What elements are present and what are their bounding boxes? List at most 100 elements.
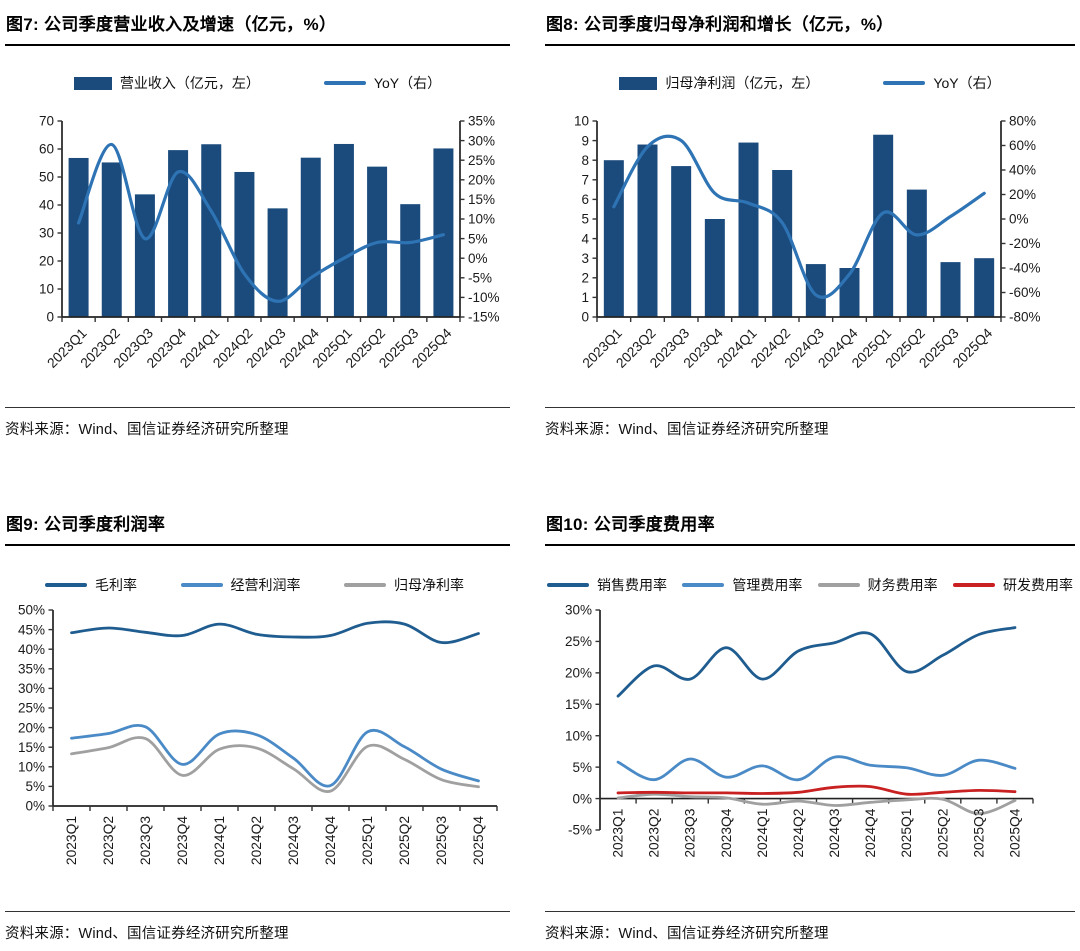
bar bbox=[400, 204, 421, 317]
y-axis-label: 35% bbox=[18, 662, 45, 677]
x-axis-label: 2024Q3 bbox=[827, 808, 842, 857]
x-axis-label: 2024Q4 bbox=[863, 808, 878, 857]
secondary-y-axis-label: 80% bbox=[1009, 114, 1036, 129]
bar bbox=[267, 208, 288, 317]
y-axis-label: 7 bbox=[581, 173, 589, 188]
legend-line-swatch bbox=[817, 583, 860, 587]
legend-label: 管理费用率 bbox=[732, 577, 803, 593]
y-axis-label: 40 bbox=[39, 198, 54, 213]
figure-title: 图9: 公司季度利润率 bbox=[5, 508, 510, 546]
x-axis-label: 2023Q4 bbox=[175, 816, 190, 865]
x-axis-label: 2025Q4 bbox=[1008, 808, 1023, 857]
y-axis-label: 50 bbox=[39, 170, 54, 185]
legend-item: 毛利率 bbox=[45, 575, 137, 595]
y-axis-label: 20% bbox=[565, 666, 592, 681]
line-series bbox=[616, 792, 1017, 816]
line-series bbox=[70, 620, 480, 645]
x-axis-label: 2024Q4 bbox=[323, 816, 338, 865]
legend-item: 归母净利润（亿元，左） bbox=[619, 73, 819, 93]
bar bbox=[906, 189, 927, 317]
x-axis-label: 2024Q2 bbox=[249, 816, 264, 865]
secondary-y-axis-label: 10% bbox=[468, 212, 495, 227]
x-axis-label: 2025Q3 bbox=[434, 816, 449, 865]
figure-title: 图8: 公司季度归母净利润和增长（亿元，%） bbox=[545, 8, 1075, 46]
bar bbox=[201, 144, 222, 317]
y-axis-label: 70 bbox=[39, 114, 54, 129]
bar bbox=[68, 157, 89, 317]
y-axis-label: 0% bbox=[25, 799, 45, 814]
bar bbox=[333, 143, 354, 317]
secondary-y-axis-label: 35% bbox=[468, 114, 495, 129]
bar bbox=[671, 166, 692, 317]
y-axis-label: 2 bbox=[581, 271, 589, 286]
legend-label: 归母净利润（亿元，左） bbox=[665, 75, 820, 91]
legend-bar-swatch bbox=[73, 76, 112, 90]
legend-line-swatch bbox=[344, 583, 386, 587]
bar bbox=[974, 258, 995, 317]
x-axis-label: 2024Q3 bbox=[286, 816, 301, 865]
y-axis-label: 4 bbox=[581, 231, 589, 246]
source-divider bbox=[545, 911, 1075, 912]
y-axis-label: 0 bbox=[581, 310, 589, 325]
legend-item: 管理费用率 bbox=[682, 575, 802, 595]
y-axis-label: 50% bbox=[18, 604, 45, 618]
line-series bbox=[616, 626, 1017, 698]
y-axis-label: 1 bbox=[581, 290, 589, 305]
secondary-y-axis-label: 0% bbox=[1009, 212, 1029, 227]
y-axis-label: 5 bbox=[581, 212, 589, 227]
y-axis-label: 6 bbox=[581, 192, 589, 207]
secondary-y-axis-label: 20% bbox=[1009, 187, 1036, 202]
y-axis-label: 5% bbox=[25, 779, 45, 794]
y-axis-label: 30% bbox=[18, 681, 45, 696]
legend-line-swatch bbox=[323, 81, 366, 85]
x-axis-label: 2023Q4 bbox=[719, 808, 734, 857]
y-axis-label: 60 bbox=[39, 142, 54, 157]
secondary-y-axis-label: 5% bbox=[468, 231, 488, 246]
y-axis-label: 40% bbox=[18, 642, 45, 657]
y-axis-label: 25% bbox=[565, 634, 592, 649]
legend: 销售费用率 管理费用率 财务费用率 研发费用率 bbox=[545, 574, 1075, 596]
y-axis-label: 20% bbox=[18, 720, 45, 735]
y-axis-label: 15% bbox=[18, 740, 45, 755]
legend-label: 营业收入（亿元，左） bbox=[119, 75, 260, 91]
secondary-y-axis-label: 30% bbox=[468, 133, 495, 148]
bar bbox=[873, 134, 894, 317]
secondary-y-axis-label: 0% bbox=[468, 251, 488, 266]
line-series bbox=[76, 142, 445, 303]
legend-label: 研发费用率 bbox=[1002, 577, 1073, 593]
secondary-y-axis-label: -20% bbox=[1009, 236, 1041, 251]
y-axis-label: 30 bbox=[39, 226, 54, 241]
source-note: 资料来源：Wind、国信证券经济研究所整理 bbox=[5, 926, 289, 942]
x-axis-label: 2025Q4 bbox=[471, 816, 486, 865]
bar bbox=[772, 170, 793, 317]
margin-trend-chart: 0% 5% 10% 15% 20% 25% 30% 35% 40% 45% 50% 2023Q1 202… bbox=[18, 604, 498, 865]
bar bbox=[637, 144, 658, 317]
secondary-y-axis-label: 25% bbox=[468, 153, 495, 168]
x-axis-label: 2025Q2 bbox=[935, 809, 950, 858]
line-series bbox=[616, 755, 1017, 782]
secondary-y-axis-label: -60% bbox=[1009, 285, 1041, 300]
legend-line-swatch bbox=[952, 583, 995, 587]
x-axis-label: 2023Q3 bbox=[683, 808, 698, 857]
x-axis-label: 2025Q2 bbox=[397, 816, 412, 865]
line-series bbox=[70, 724, 480, 788]
y-axis-label: 5% bbox=[572, 760, 592, 775]
figure-title: 图10: 公司季度费用率 bbox=[545, 508, 1075, 546]
figure-title: 图7: 公司季度营业收入及增速（亿元，%） bbox=[5, 8, 510, 46]
bar bbox=[134, 194, 155, 317]
y-axis-label: 10% bbox=[565, 728, 592, 743]
legend: 归母净利润（亿元，左） YoY（右） bbox=[545, 72, 1075, 94]
bar bbox=[704, 219, 725, 317]
bar bbox=[805, 264, 826, 317]
x-axis-label: 2025Q1 bbox=[360, 816, 375, 865]
secondary-y-axis-label: -80% bbox=[1009, 310, 1041, 325]
legend-line-swatch bbox=[180, 583, 223, 587]
source-divider bbox=[5, 911, 510, 912]
figure9-panel: 图9: 公司季度利润率 毛利率 经营利润率 归母净利率 0% 5% 10% 15% 20% 2… bbox=[5, 508, 510, 943]
bar bbox=[603, 160, 624, 317]
y-axis-label: 8 bbox=[581, 153, 589, 168]
source-divider bbox=[5, 407, 510, 408]
y-axis-label: 3 bbox=[581, 251, 589, 266]
legend-item: YoY（右） bbox=[323, 73, 441, 93]
legend-item: 财务费用率 bbox=[817, 575, 938, 595]
